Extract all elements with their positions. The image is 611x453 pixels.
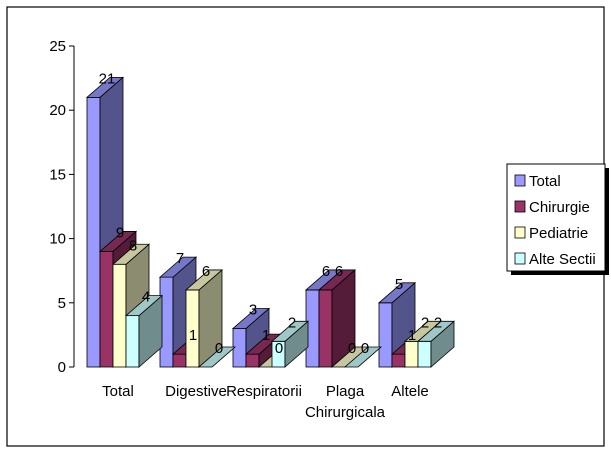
data-label: 2 xyxy=(288,314,296,331)
data-label: 0 xyxy=(348,340,356,357)
bar-top xyxy=(377,282,417,304)
y-tick-label: 20 xyxy=(49,102,66,119)
bar-top xyxy=(111,243,151,265)
data-label: 1 xyxy=(408,327,416,344)
x-tick-label: Chirurgicala xyxy=(305,404,386,421)
legend-label: Pediatrie xyxy=(529,225,588,242)
bar-front xyxy=(99,251,114,368)
y-tick-label: 5 xyxy=(58,295,66,312)
legend-label: Alte Sectii xyxy=(529,251,596,268)
bar-front xyxy=(318,289,333,368)
bar-front xyxy=(112,263,127,368)
bar-top xyxy=(416,320,456,342)
bar xyxy=(197,346,237,368)
bar-front xyxy=(378,302,393,368)
bar-front xyxy=(125,315,140,368)
x-tick-label: Respiratorii xyxy=(226,383,302,400)
data-label: 6 xyxy=(202,263,210,280)
bar xyxy=(416,320,456,368)
x-axis-labels: Total Digestive Respiratorii Plaga Chirurgic… xyxy=(102,383,429,421)
bar-top xyxy=(231,308,271,329)
bar-front xyxy=(86,96,101,368)
data-label: 0 xyxy=(215,340,223,357)
bar-top xyxy=(343,346,383,368)
x-tick-label: Total xyxy=(102,383,134,400)
data-label: 6 xyxy=(322,263,330,280)
bar-front xyxy=(172,353,187,368)
legend-swatch xyxy=(514,252,526,265)
data-label: 5 xyxy=(395,276,403,293)
data-label: 7 xyxy=(176,250,184,267)
bar xyxy=(184,269,224,368)
data-label: 2 xyxy=(434,314,442,331)
bar-top xyxy=(85,76,125,98)
data-label: 6 xyxy=(335,263,343,280)
bar-front xyxy=(391,353,406,368)
data-label: 0 xyxy=(275,340,283,357)
legend-swatch xyxy=(514,226,526,239)
data-label: 9 xyxy=(116,224,124,241)
legend-label: Chirurgie xyxy=(529,199,590,216)
bar-top xyxy=(197,346,237,368)
y-tick-label: 10 xyxy=(49,231,66,248)
bar-front xyxy=(404,340,419,368)
x-tick-label: Plaga xyxy=(326,383,365,400)
y-tick-label: 25 xyxy=(49,38,66,55)
bar xyxy=(124,294,164,368)
bar-front xyxy=(417,340,432,368)
data-label: 0 xyxy=(361,340,369,357)
legend-label: Total xyxy=(529,173,561,190)
bar-top xyxy=(184,269,224,291)
bar xyxy=(317,269,357,368)
bar-top xyxy=(270,320,310,342)
y-axis: 0 5 10 15 20 25 xyxy=(49,38,75,376)
bar-top xyxy=(124,295,164,317)
x-tick-label: Digestive xyxy=(165,383,227,400)
bar-front xyxy=(245,353,260,368)
legend: Total Chirurgie Pediatrie Alte Sectii xyxy=(506,163,609,275)
bar-top xyxy=(158,256,198,278)
data-label: 1 xyxy=(262,327,270,344)
bar xyxy=(270,320,310,368)
bar-front xyxy=(232,328,247,368)
data-label: 21 xyxy=(99,70,116,87)
x-tick-label: Altele xyxy=(391,383,429,400)
bar-top xyxy=(317,269,357,291)
legend-swatch xyxy=(514,200,526,213)
y-tick-label: 0 xyxy=(58,359,66,376)
data-label: 3 xyxy=(249,301,257,318)
legend-swatch xyxy=(514,174,526,187)
bar xyxy=(343,346,383,368)
data-label: 2 xyxy=(421,314,429,331)
data-label: 4 xyxy=(142,289,150,306)
plot-area xyxy=(85,76,456,368)
bar-top xyxy=(98,231,138,252)
y-tick-label: 15 xyxy=(49,166,66,183)
data-label: 8 xyxy=(129,237,137,254)
data-label: 1 xyxy=(189,327,197,344)
